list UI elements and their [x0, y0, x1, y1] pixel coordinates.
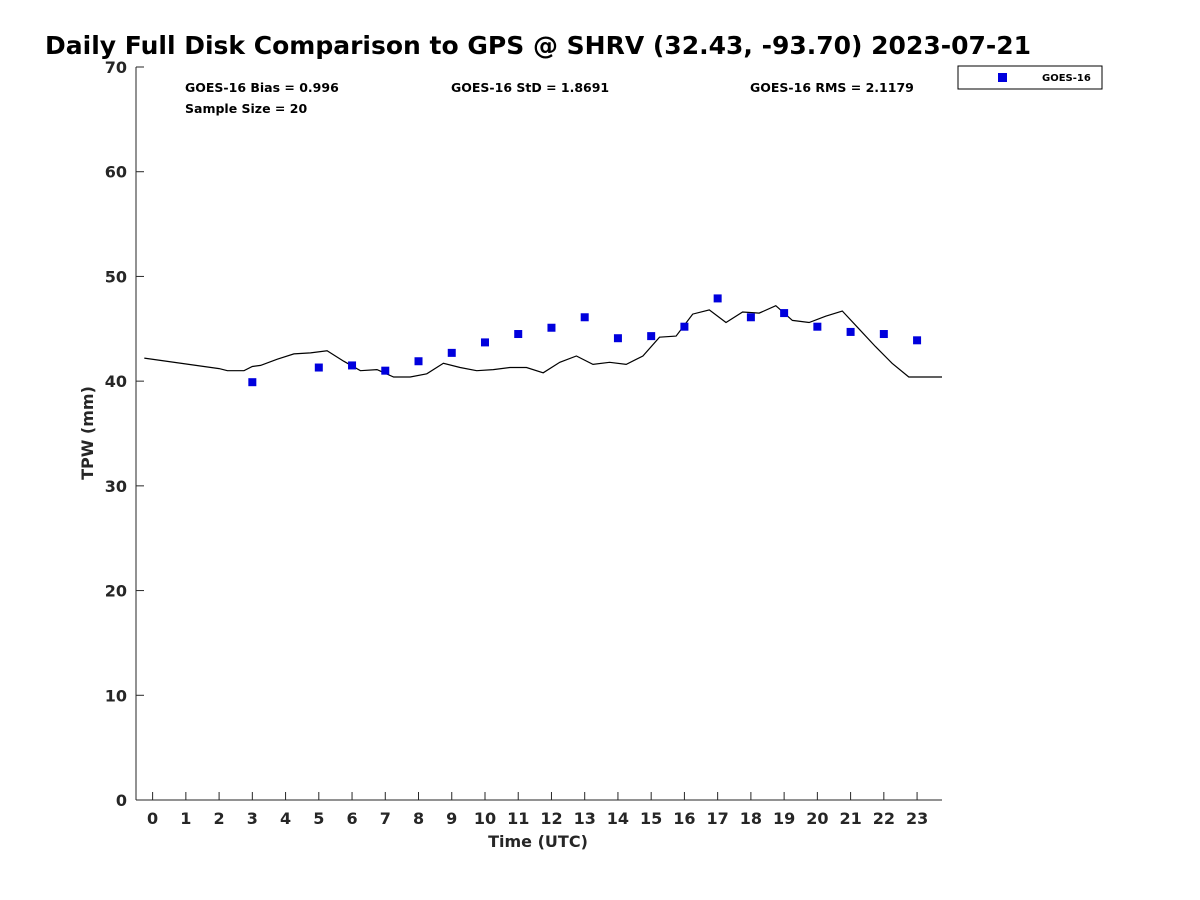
y-tick-label: 50: [105, 267, 127, 286]
goes16-point: [381, 366, 390, 375]
gps-line-layer: [144, 304, 942, 378]
goes16-point: [580, 313, 589, 322]
x-tick-label: 4: [280, 809, 291, 828]
goes16-marker-layer: [248, 294, 922, 387]
goes16-point: [248, 378, 257, 387]
y-tick-label: 60: [105, 163, 127, 182]
goes16-point: [713, 294, 722, 303]
x-tick-label: 15: [640, 809, 662, 828]
x-tick-label: 6: [346, 809, 357, 828]
goes16-point: [447, 348, 456, 357]
stat-rms: GOES-16 RMS = 2.1179: [750, 80, 914, 95]
goes16-point: [680, 322, 689, 331]
y-axis-label: TPW (mm): [78, 386, 97, 480]
x-tick-label: 18: [740, 809, 762, 828]
legend-marker: [998, 73, 1007, 82]
x-tick-label: 23: [906, 809, 928, 828]
y-tick-label: 20: [105, 582, 127, 601]
x-ticks: 0 1 2 3 4 5 6 7 8 9 10 11 12 13 14 15 16 17 18 19 20 21 22 23: [147, 792, 928, 828]
x-tick-label: 3: [247, 809, 258, 828]
stat-bias: GOES-16 Bias = 0.996: [185, 80, 339, 95]
x-tick-label: 21: [839, 809, 861, 828]
x-tick-label: 2: [214, 809, 225, 828]
gps-tpw-line: [144, 304, 942, 378]
x-tick-label: 1: [180, 809, 191, 828]
goes16-point: [913, 336, 922, 345]
x-tick-label: 13: [574, 809, 596, 828]
x-tick-label: 17: [707, 809, 729, 828]
y-tick-label: 10: [105, 686, 127, 705]
x-tick-label: 22: [873, 809, 895, 828]
goes16-point: [879, 330, 888, 339]
goes16-point: [780, 309, 789, 318]
goes16-point: [314, 363, 323, 372]
y-tick-label: 70: [105, 58, 127, 77]
x-tick-label: 9: [446, 809, 457, 828]
x-tick-label: 10: [474, 809, 496, 828]
x-tick-label: 7: [380, 809, 391, 828]
legend-label: GOES-16: [1042, 73, 1091, 84]
goes16-point: [746, 313, 755, 322]
x-axis-label: Time (UTC): [488, 832, 588, 851]
legend: GOES-16: [957, 65, 1103, 90]
legend-box: [957, 65, 1103, 90]
goes16-point: [348, 361, 357, 370]
x-tick-label: 0: [147, 809, 158, 828]
y-tick-label: 30: [105, 477, 127, 496]
goes16-point: [480, 338, 489, 347]
x-tick-label: 20: [806, 809, 828, 828]
goes16-point: [813, 322, 822, 331]
x-tick-label: 8: [413, 809, 424, 828]
chart-title: Daily Full Disk Comparison to GPS @ SHRV…: [45, 31, 1031, 60]
goes16-point: [613, 334, 622, 343]
goes16-point: [414, 357, 423, 366]
y-ticks: 0 10 20 30 40 50 60 70: [105, 58, 144, 810]
goes16-point: [514, 330, 523, 339]
y-tick-label: 40: [105, 372, 127, 391]
x-tick-label: 19: [773, 809, 795, 828]
stat-std: GOES-16 StD = 1.8691: [451, 80, 609, 95]
x-tick-label: 14: [607, 809, 629, 828]
goes16-point: [846, 327, 855, 336]
x-tick-label: 12: [540, 809, 562, 828]
y-tick-label: 0: [116, 791, 127, 810]
stat-sample-size: Sample Size = 20: [185, 101, 307, 116]
goes16-point: [547, 323, 556, 332]
x-tick-label: 16: [673, 809, 695, 828]
x-tick-label: 5: [313, 809, 324, 828]
x-tick-label: 11: [507, 809, 529, 828]
goes16-point: [647, 332, 656, 341]
